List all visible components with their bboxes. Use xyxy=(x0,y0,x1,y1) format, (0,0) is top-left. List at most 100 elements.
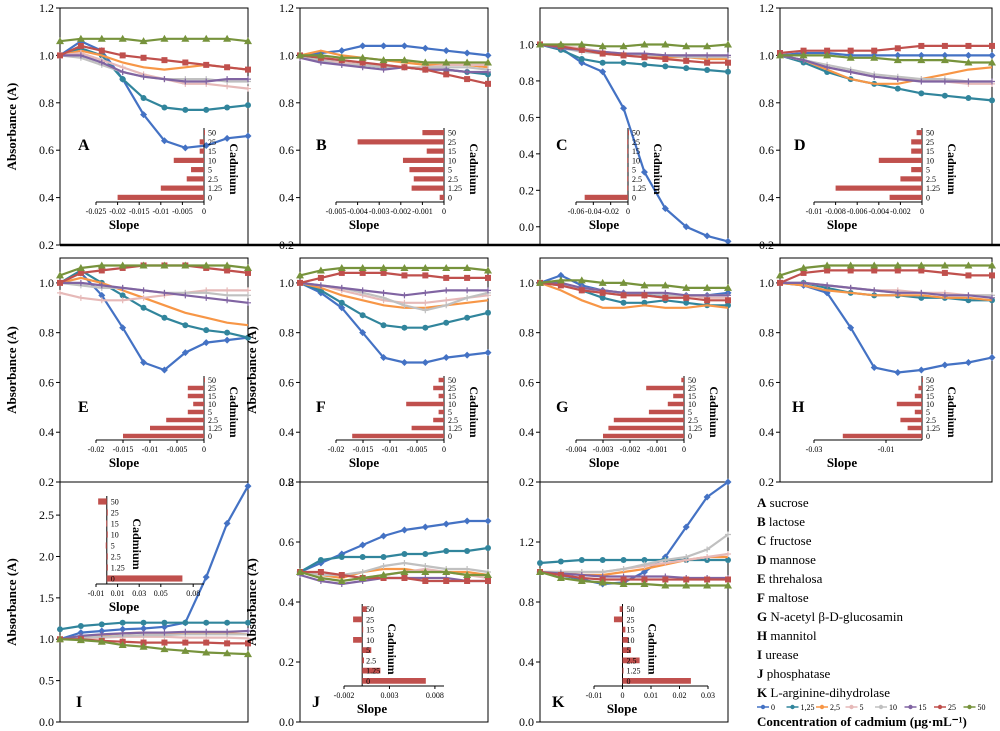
series-line-0 xyxy=(539,481,729,586)
series-line-0 xyxy=(779,51,992,57)
series-point xyxy=(725,59,731,66)
inset-bar xyxy=(166,417,204,423)
y-tick-label: 1.2 xyxy=(279,1,294,15)
inset-bar xyxy=(98,498,107,505)
inset-bar xyxy=(191,167,204,173)
series-point xyxy=(703,283,712,291)
series-point xyxy=(400,56,409,64)
series-point xyxy=(119,619,126,626)
inset-category-label: 15 xyxy=(926,392,934,401)
inset-x-title: Slope xyxy=(357,701,388,716)
series-point xyxy=(244,650,252,658)
series-point xyxy=(870,261,879,269)
inset-bar xyxy=(648,409,684,415)
y-tick-label: 0.4 xyxy=(39,425,54,439)
inset-x-tick-label: -0.01 xyxy=(586,691,603,700)
series-point xyxy=(400,568,409,575)
series-point xyxy=(442,47,450,55)
series-point xyxy=(443,287,450,294)
inset-x-tick-label: 0 xyxy=(442,445,446,454)
series-point xyxy=(140,54,147,61)
series-point xyxy=(683,57,690,64)
series-line-1-25 xyxy=(779,54,993,102)
y-tick-label: 0.6 xyxy=(39,143,54,157)
inset-category-label: 2.5 xyxy=(208,416,218,425)
series-point xyxy=(97,637,106,645)
concentration-key-title: Concentration of cadmium (μg·mL⁻¹) xyxy=(757,714,967,729)
series-point xyxy=(223,649,232,657)
series-point xyxy=(917,56,926,64)
series-point xyxy=(245,85,251,92)
inset-bar xyxy=(608,425,684,431)
inset-bar xyxy=(628,130,629,136)
series-point xyxy=(223,519,231,527)
y-tick-label: 1.0 xyxy=(39,632,54,646)
inset-bar xyxy=(173,157,204,163)
legend-item-h: H mannitol xyxy=(757,628,817,643)
inset-bar xyxy=(603,433,684,439)
key-label: 1,25 xyxy=(801,703,815,712)
inset-bar xyxy=(889,194,922,200)
series-point xyxy=(725,551,731,557)
series-point xyxy=(799,263,808,271)
inset-category-label: 0 xyxy=(208,432,212,441)
series-point xyxy=(682,42,691,50)
series-point xyxy=(556,276,565,284)
series-point xyxy=(56,37,64,45)
series-point xyxy=(316,266,325,274)
series-point xyxy=(77,52,84,59)
inset-category-label: 15 xyxy=(448,147,456,156)
inset-x-tick-label: -0.004 xyxy=(868,207,889,216)
series-point xyxy=(203,61,210,68)
series-point xyxy=(620,292,627,299)
inset-x-tick-label: -0.002 xyxy=(620,445,641,454)
inset-x-tick-label: -0.003 xyxy=(369,207,390,216)
series-point xyxy=(578,287,585,294)
series-point xyxy=(941,292,948,299)
series-point xyxy=(661,40,670,48)
series-point xyxy=(245,334,251,341)
inset-bar xyxy=(352,433,444,439)
inset-bar xyxy=(922,377,923,383)
series-line-25 xyxy=(779,44,992,55)
series-point xyxy=(724,478,732,486)
panel-letter: K xyxy=(552,694,565,711)
series-point xyxy=(97,34,106,42)
series-point xyxy=(98,621,105,628)
series-point xyxy=(725,576,731,583)
series-point xyxy=(577,276,586,284)
series-point xyxy=(442,263,451,271)
series-point xyxy=(599,294,606,301)
series-point xyxy=(182,78,189,85)
inset-category-label: 15 xyxy=(688,392,696,401)
inset-x-tick-label: 0.03 xyxy=(701,691,715,700)
series-line-1-25 xyxy=(59,269,249,339)
series-point xyxy=(965,78,972,85)
inset-category-label: 50 xyxy=(926,129,934,138)
inset-bar xyxy=(907,425,922,431)
inset-category-label: 1.25 xyxy=(366,667,380,676)
series-point xyxy=(619,278,628,286)
series-line-0 xyxy=(59,39,249,149)
series-line-1-25 xyxy=(59,621,248,631)
series-point xyxy=(988,354,996,362)
panel-letter: G xyxy=(556,399,569,416)
series-line-25 xyxy=(539,570,728,581)
series-line-25 xyxy=(539,43,728,64)
series-point xyxy=(359,554,366,560)
y-tick-label: 1.0 xyxy=(279,48,294,62)
y-tick-label: 0.6 xyxy=(519,110,534,124)
inset-bar xyxy=(438,377,444,383)
series-point xyxy=(964,58,973,66)
series-point xyxy=(894,51,902,59)
series-point xyxy=(640,40,649,48)
inset-x-tick-label: -0.01 xyxy=(142,445,159,454)
inset-category-label: 25 xyxy=(448,138,456,147)
series-point xyxy=(641,557,648,563)
inset-category-label: 5 xyxy=(111,542,115,551)
series-point xyxy=(359,269,366,276)
inset-category-label: 10 xyxy=(627,636,635,645)
series-point xyxy=(556,40,565,48)
